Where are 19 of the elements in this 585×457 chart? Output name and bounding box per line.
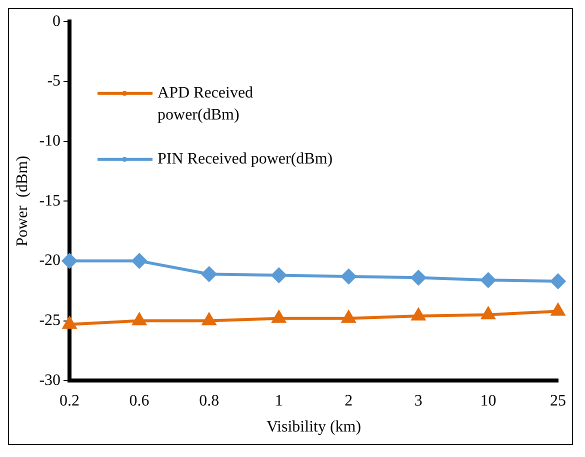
y-axis-title: Power (dBm) — [14, 156, 31, 246]
y-tick-label: -25 — [39, 312, 61, 329]
y-tick-label: -30 — [39, 372, 61, 389]
y-tick-label: 0 — [52, 12, 61, 30]
legend-label: APD Received power(dBm) — [158, 84, 254, 124]
x-tick-label: 10 — [480, 392, 496, 410]
x-tick-label: 2 — [344, 392, 353, 410]
y-tick-label: -10 — [39, 132, 61, 150]
x-tick-label: 0.2 — [60, 392, 80, 410]
y-tick-label: -5 — [47, 72, 61, 90]
x-tick-label: 0.6 — [129, 392, 150, 410]
x-axis-title: Visibility (km) — [266, 418, 362, 436]
x-tick-label: 0.8 — [199, 392, 220, 410]
x-tick-label: 3 — [414, 392, 422, 410]
x-tick-label: 25 — [550, 392, 566, 410]
y-tick-label: -20 — [39, 252, 61, 270]
legend-label: PIN Received power(dBm) — [158, 150, 333, 168]
x-tick-label: 1 — [274, 392, 283, 410]
y-tick-label: -15 — [39, 192, 61, 210]
